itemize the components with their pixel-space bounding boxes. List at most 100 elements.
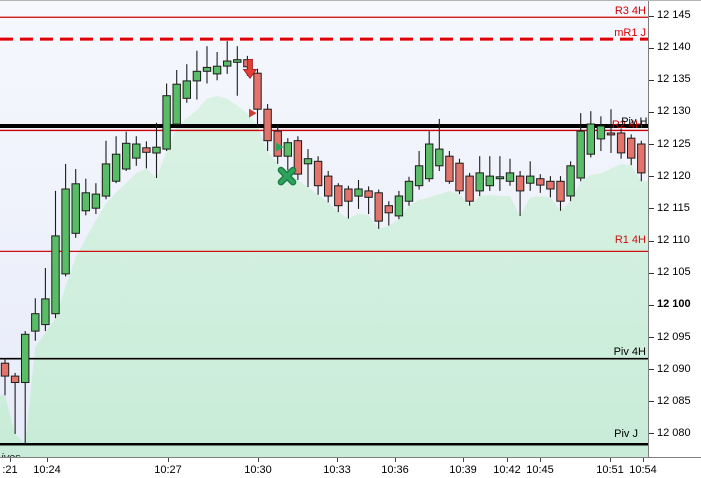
price-label: 12 080 (657, 426, 691, 439)
time-axis-tick (610, 458, 611, 462)
time-label: 10:39 (449, 464, 477, 476)
price-axis-tick (649, 111, 654, 113)
candle-up (101, 163, 111, 197)
price-axis-tick (649, 433, 654, 435)
price-axis-tick (649, 337, 654, 338)
candle-down (293, 140, 303, 175)
candle-up (394, 195, 404, 217)
candle-down (253, 72, 262, 110)
candle-up (91, 193, 101, 209)
time-label: 10:51 (596, 464, 624, 476)
time-label: :21 (2, 464, 18, 476)
price-axis[interactable]: 12 145 12 140 12 135 12 130 12 125 12 120 12 1… (648, 1, 701, 457)
candle-up (172, 83, 181, 125)
candle-down (142, 147, 151, 153)
candle-down (324, 175, 333, 197)
time-axis-tick (395, 458, 396, 462)
candle-up (71, 183, 80, 234)
candle-up (223, 60, 232, 67)
time-axis-tick (47, 458, 48, 462)
candle-up (81, 192, 90, 212)
candle-down (445, 155, 454, 182)
candle-down (455, 162, 464, 192)
candle-down (313, 160, 323, 187)
time-axis-tick (643, 458, 644, 462)
candle-down (637, 143, 646, 174)
candle-up (192, 70, 202, 82)
candle-up (111, 153, 121, 182)
time-axis-tick (463, 458, 464, 462)
candle-up (61, 188, 70, 275)
candle-down (0, 362, 10, 377)
level-label-r3-4h: R3 4H (615, 5, 646, 17)
time-label: 10:33 (323, 464, 351, 476)
candle-up (404, 180, 414, 202)
candle-up (122, 142, 131, 170)
price-axis-tick (649, 15, 654, 17)
price-axis-tick (649, 240, 654, 242)
candle-up (425, 143, 434, 180)
price-axis-tick (649, 144, 654, 146)
candle-up (526, 175, 535, 184)
candle-up (132, 143, 141, 159)
candle-down (627, 137, 636, 159)
time-axis[interactable]: :21 10:24 10:27 10:30 10:33 10:36 10:39 10:42 10… (0, 457, 701, 478)
price-label: 12 105 (657, 266, 691, 279)
price-axis-tick (649, 79, 654, 81)
sell-arrow-marker (242, 58, 258, 80)
candle-up (566, 165, 575, 197)
candle-up (212, 65, 222, 75)
candle-down (263, 108, 272, 142)
time-label: 10:27 (154, 464, 182, 476)
candle-up (233, 59, 242, 63)
time-axis-tick (258, 458, 259, 462)
watermark-text: ives (1, 452, 21, 457)
candle-down (465, 175, 474, 202)
candle-up (303, 158, 313, 165)
time-axis-tick (10, 458, 11, 462)
level-label-piv-h: Piv H (621, 116, 647, 128)
candle-up (576, 130, 585, 179)
time-label: 10:54 (629, 464, 657, 476)
price-label: 12 120 (657, 169, 691, 182)
price-axis-tick (649, 401, 654, 403)
level-label-piv-j: Piv J (614, 428, 638, 440)
price-area-fill (0, 95, 648, 457)
candle-up (202, 66, 212, 72)
price-label: 12 145 (657, 9, 691, 21)
price-label: 12 135 (657, 73, 691, 86)
level-label-r2-4h: R2 4H (612, 119, 643, 131)
candle-up (586, 123, 595, 155)
time-axis-tick (337, 458, 338, 462)
price-axis-tick (649, 176, 654, 178)
candle-up (283, 142, 293, 157)
time-axis-tick (168, 458, 169, 462)
candle-down (273, 130, 282, 157)
level-label-piv-4h: Piv 4H (614, 346, 646, 358)
candle-up (21, 333, 30, 383)
candle-up (485, 175, 495, 187)
candle-up (182, 80, 192, 99)
time-axis-tick (540, 458, 541, 462)
price-axis-tick (649, 272, 654, 274)
price-axis-tick (649, 208, 654, 210)
candle-up (152, 146, 161, 154)
time-label: 10:30 (244, 464, 272, 476)
price-label: 12 130 (657, 105, 691, 118)
candle-up (495, 176, 505, 180)
candle-up (31, 313, 40, 332)
price-axis-tick (649, 369, 654, 371)
price-label: 12 140 (657, 41, 691, 54)
price-label: 12 085 (657, 394, 691, 407)
candle-up (596, 125, 606, 140)
candle-down (334, 185, 343, 207)
time-axis-tick (507, 458, 508, 462)
candle-down (374, 192, 383, 222)
red-triangle-marker (249, 108, 257, 118)
price-label: 12 095 (657, 330, 691, 343)
candle-down (546, 180, 555, 190)
candle-up (41, 298, 50, 326)
candle-up (414, 165, 424, 187)
